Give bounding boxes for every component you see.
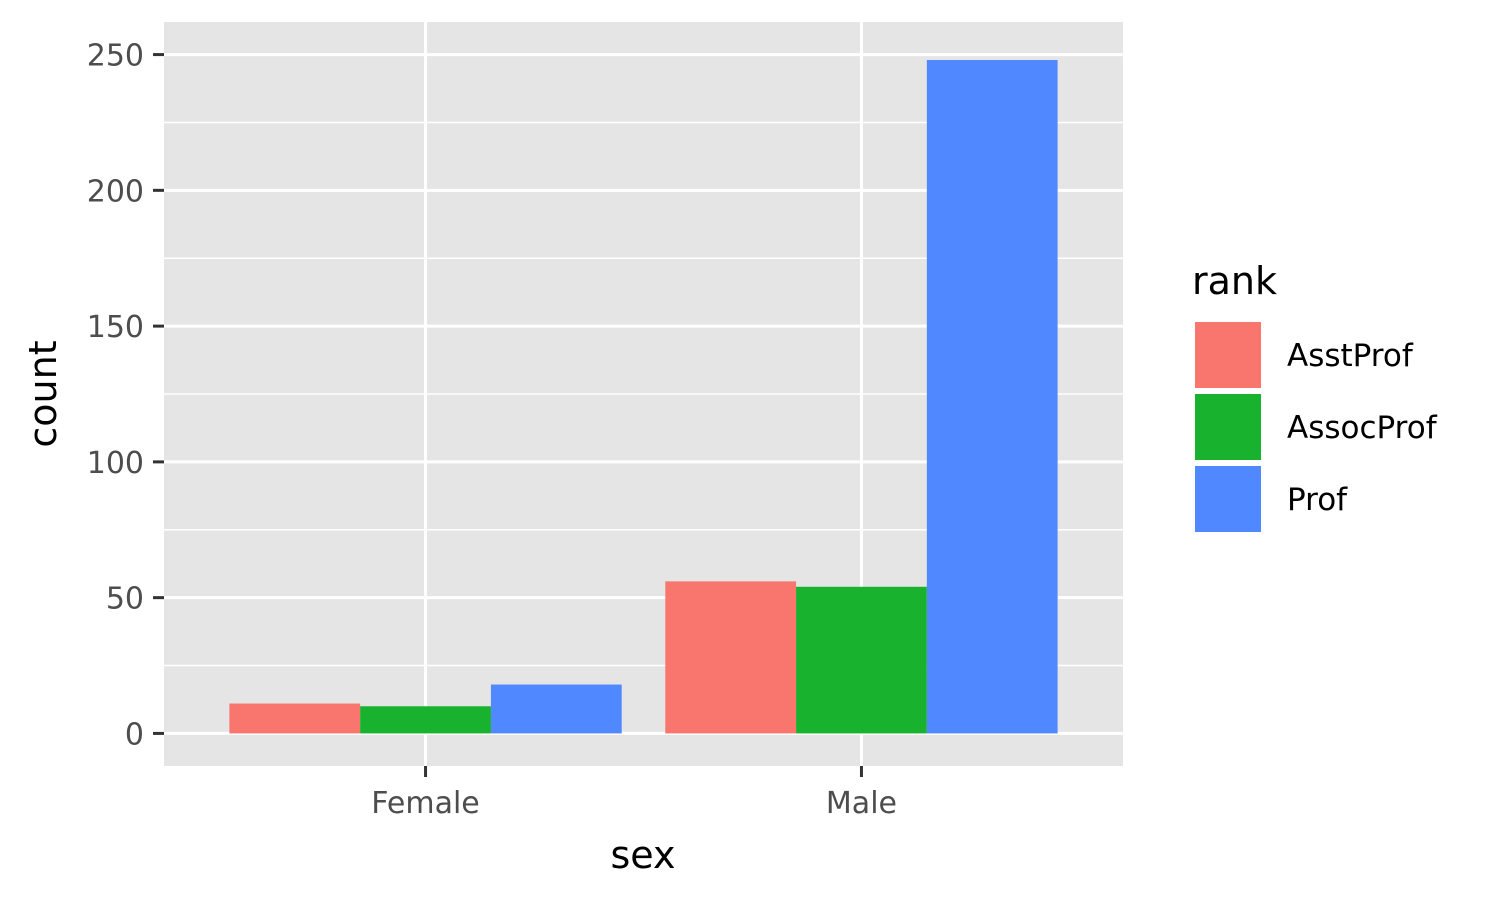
y-axis: 0 50 100 150 200 250 xyxy=(87,39,164,752)
legend-label: Prof xyxy=(1287,482,1348,518)
y-axis-title: count xyxy=(21,340,65,447)
y-tick-label: 100 xyxy=(87,446,144,481)
x-tick-label: Male xyxy=(826,786,897,821)
bar-female-prof xyxy=(490,684,622,734)
bars xyxy=(229,60,1058,734)
bar-female-assocprof xyxy=(360,706,491,734)
legend-label: AssocProf xyxy=(1287,410,1438,446)
y-tick-label: 0 xyxy=(125,717,144,752)
x-axis: Female Male xyxy=(371,766,897,821)
legend: rank AsstProf AssocProf Prof xyxy=(1192,259,1438,532)
legend-title: rank xyxy=(1192,259,1277,303)
y-tick-label: 50 xyxy=(106,582,144,617)
y-tick-label: 200 xyxy=(87,174,144,209)
legend-key-asstprof xyxy=(1195,322,1261,388)
bar-female-asstprof xyxy=(229,703,361,734)
bar-male-asstprof xyxy=(665,581,797,734)
y-tick-label: 150 xyxy=(87,310,144,345)
x-axis-title: sex xyxy=(611,833,676,877)
y-tick-label: 250 xyxy=(87,39,144,74)
bar-male-assocprof xyxy=(796,586,927,734)
x-tick-label: Female xyxy=(371,786,479,821)
legend-key-assocprof xyxy=(1195,394,1261,460)
bar-male-prof xyxy=(926,60,1058,734)
legend-key-prof xyxy=(1195,466,1261,532)
legend-label: AsstProf xyxy=(1287,338,1414,374)
